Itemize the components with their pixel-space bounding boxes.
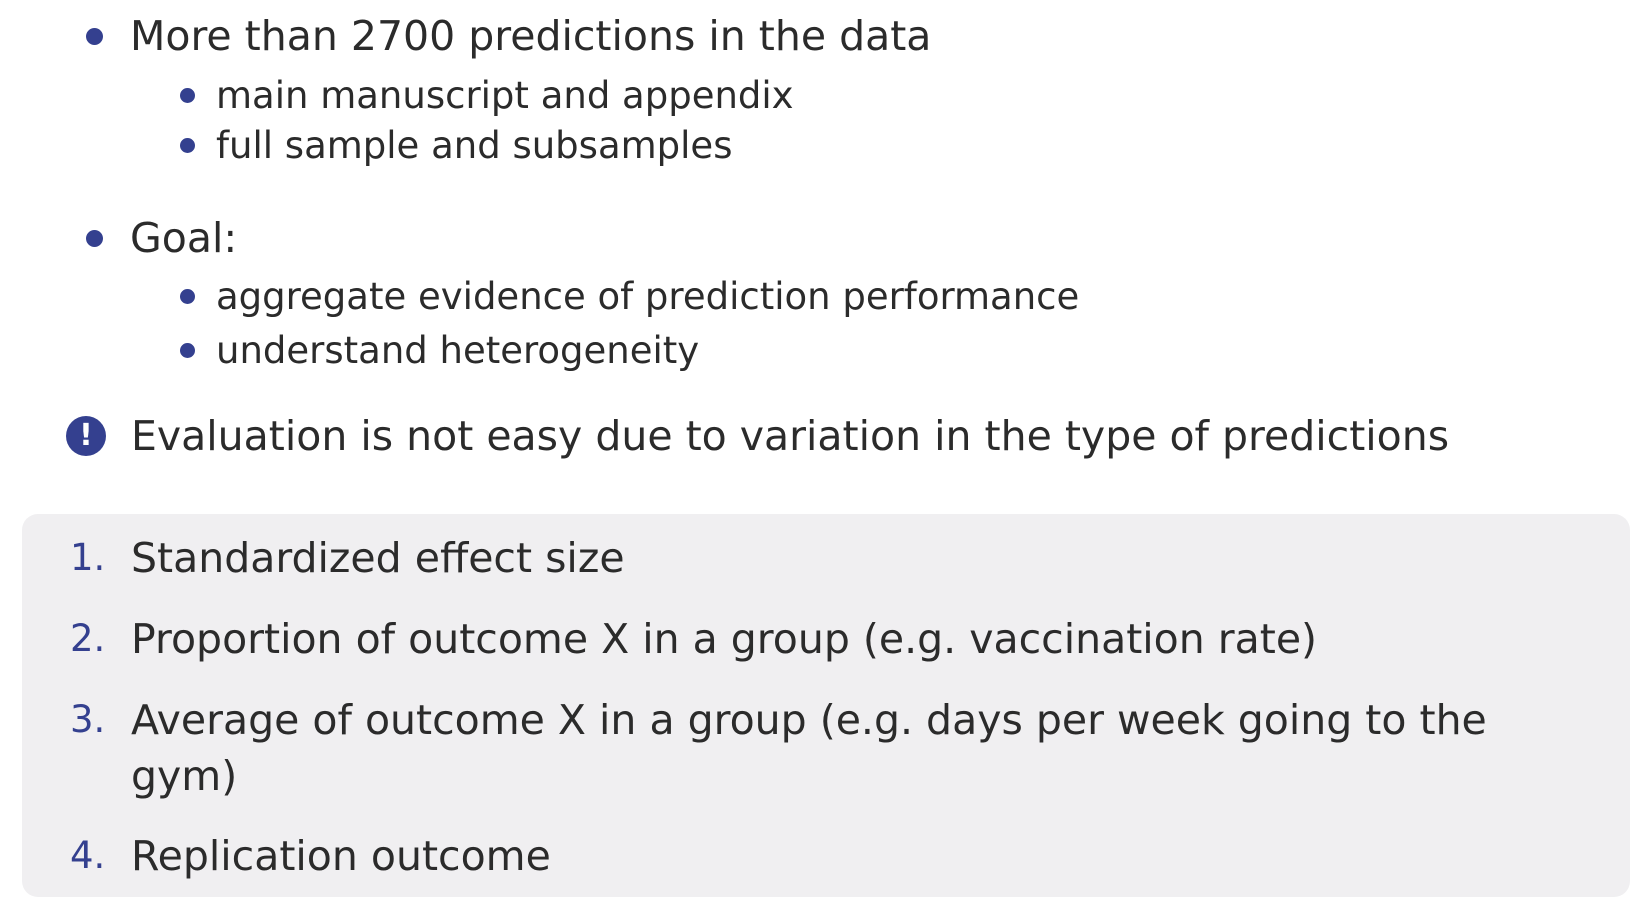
sub-bullet-aggregate: aggregate evidence of prediction perform… (180, 275, 1079, 318)
bullet-text: Goal: (130, 214, 238, 262)
list-number: 1. (70, 536, 106, 579)
list-text: Proportion of outcome X in a group (e.g.… (131, 615, 1318, 663)
list-number: 4. (70, 834, 106, 877)
list-text: Average of outcome X in a group (e.g. da… (131, 696, 1487, 800)
sub-bullet-heterogeneity: understand heterogeneity (180, 329, 699, 372)
list-text: Standardized effect size (131, 534, 625, 582)
prediction-types-panel: 1. Standardized effect size 2. Proportio… (22, 514, 1630, 897)
bullet-dot-icon (86, 27, 103, 45)
bullet-dot-icon (180, 343, 195, 358)
bullet-predictions-count: More than 2700 predictions in the data (86, 12, 931, 60)
bullet-dot-icon (180, 88, 195, 103)
bullet-text: More than 2700 predictions in the data (130, 12, 932, 60)
list-text: Replication outcome (131, 832, 551, 880)
exclamation-circle-icon: ! (66, 416, 106, 456)
sub-bullet-sample: full sample and subsamples (180, 124, 732, 167)
alert-text: Evaluation is not easy due to variation … (131, 412, 1450, 460)
bullet-goal: Goal: (86, 214, 237, 262)
bullet-dot-icon (180, 138, 195, 153)
sub-bullet-manuscript: main manuscript and appendix (180, 74, 794, 117)
alert-evaluation: ! Evaluation is not easy due to variatio… (66, 412, 1449, 460)
list-number: 2. (70, 617, 106, 660)
sub-bullet-text: understand heterogeneity (216, 329, 700, 372)
sub-bullet-text: main manuscript and appendix (216, 74, 794, 117)
bullet-dot-icon (180, 289, 195, 304)
list-number: 3. (70, 698, 106, 741)
sub-bullet-text: full sample and subsamples (216, 124, 733, 167)
sub-bullet-text: aggregate evidence of prediction perform… (216, 275, 1080, 318)
bullet-dot-icon (86, 229, 103, 247)
